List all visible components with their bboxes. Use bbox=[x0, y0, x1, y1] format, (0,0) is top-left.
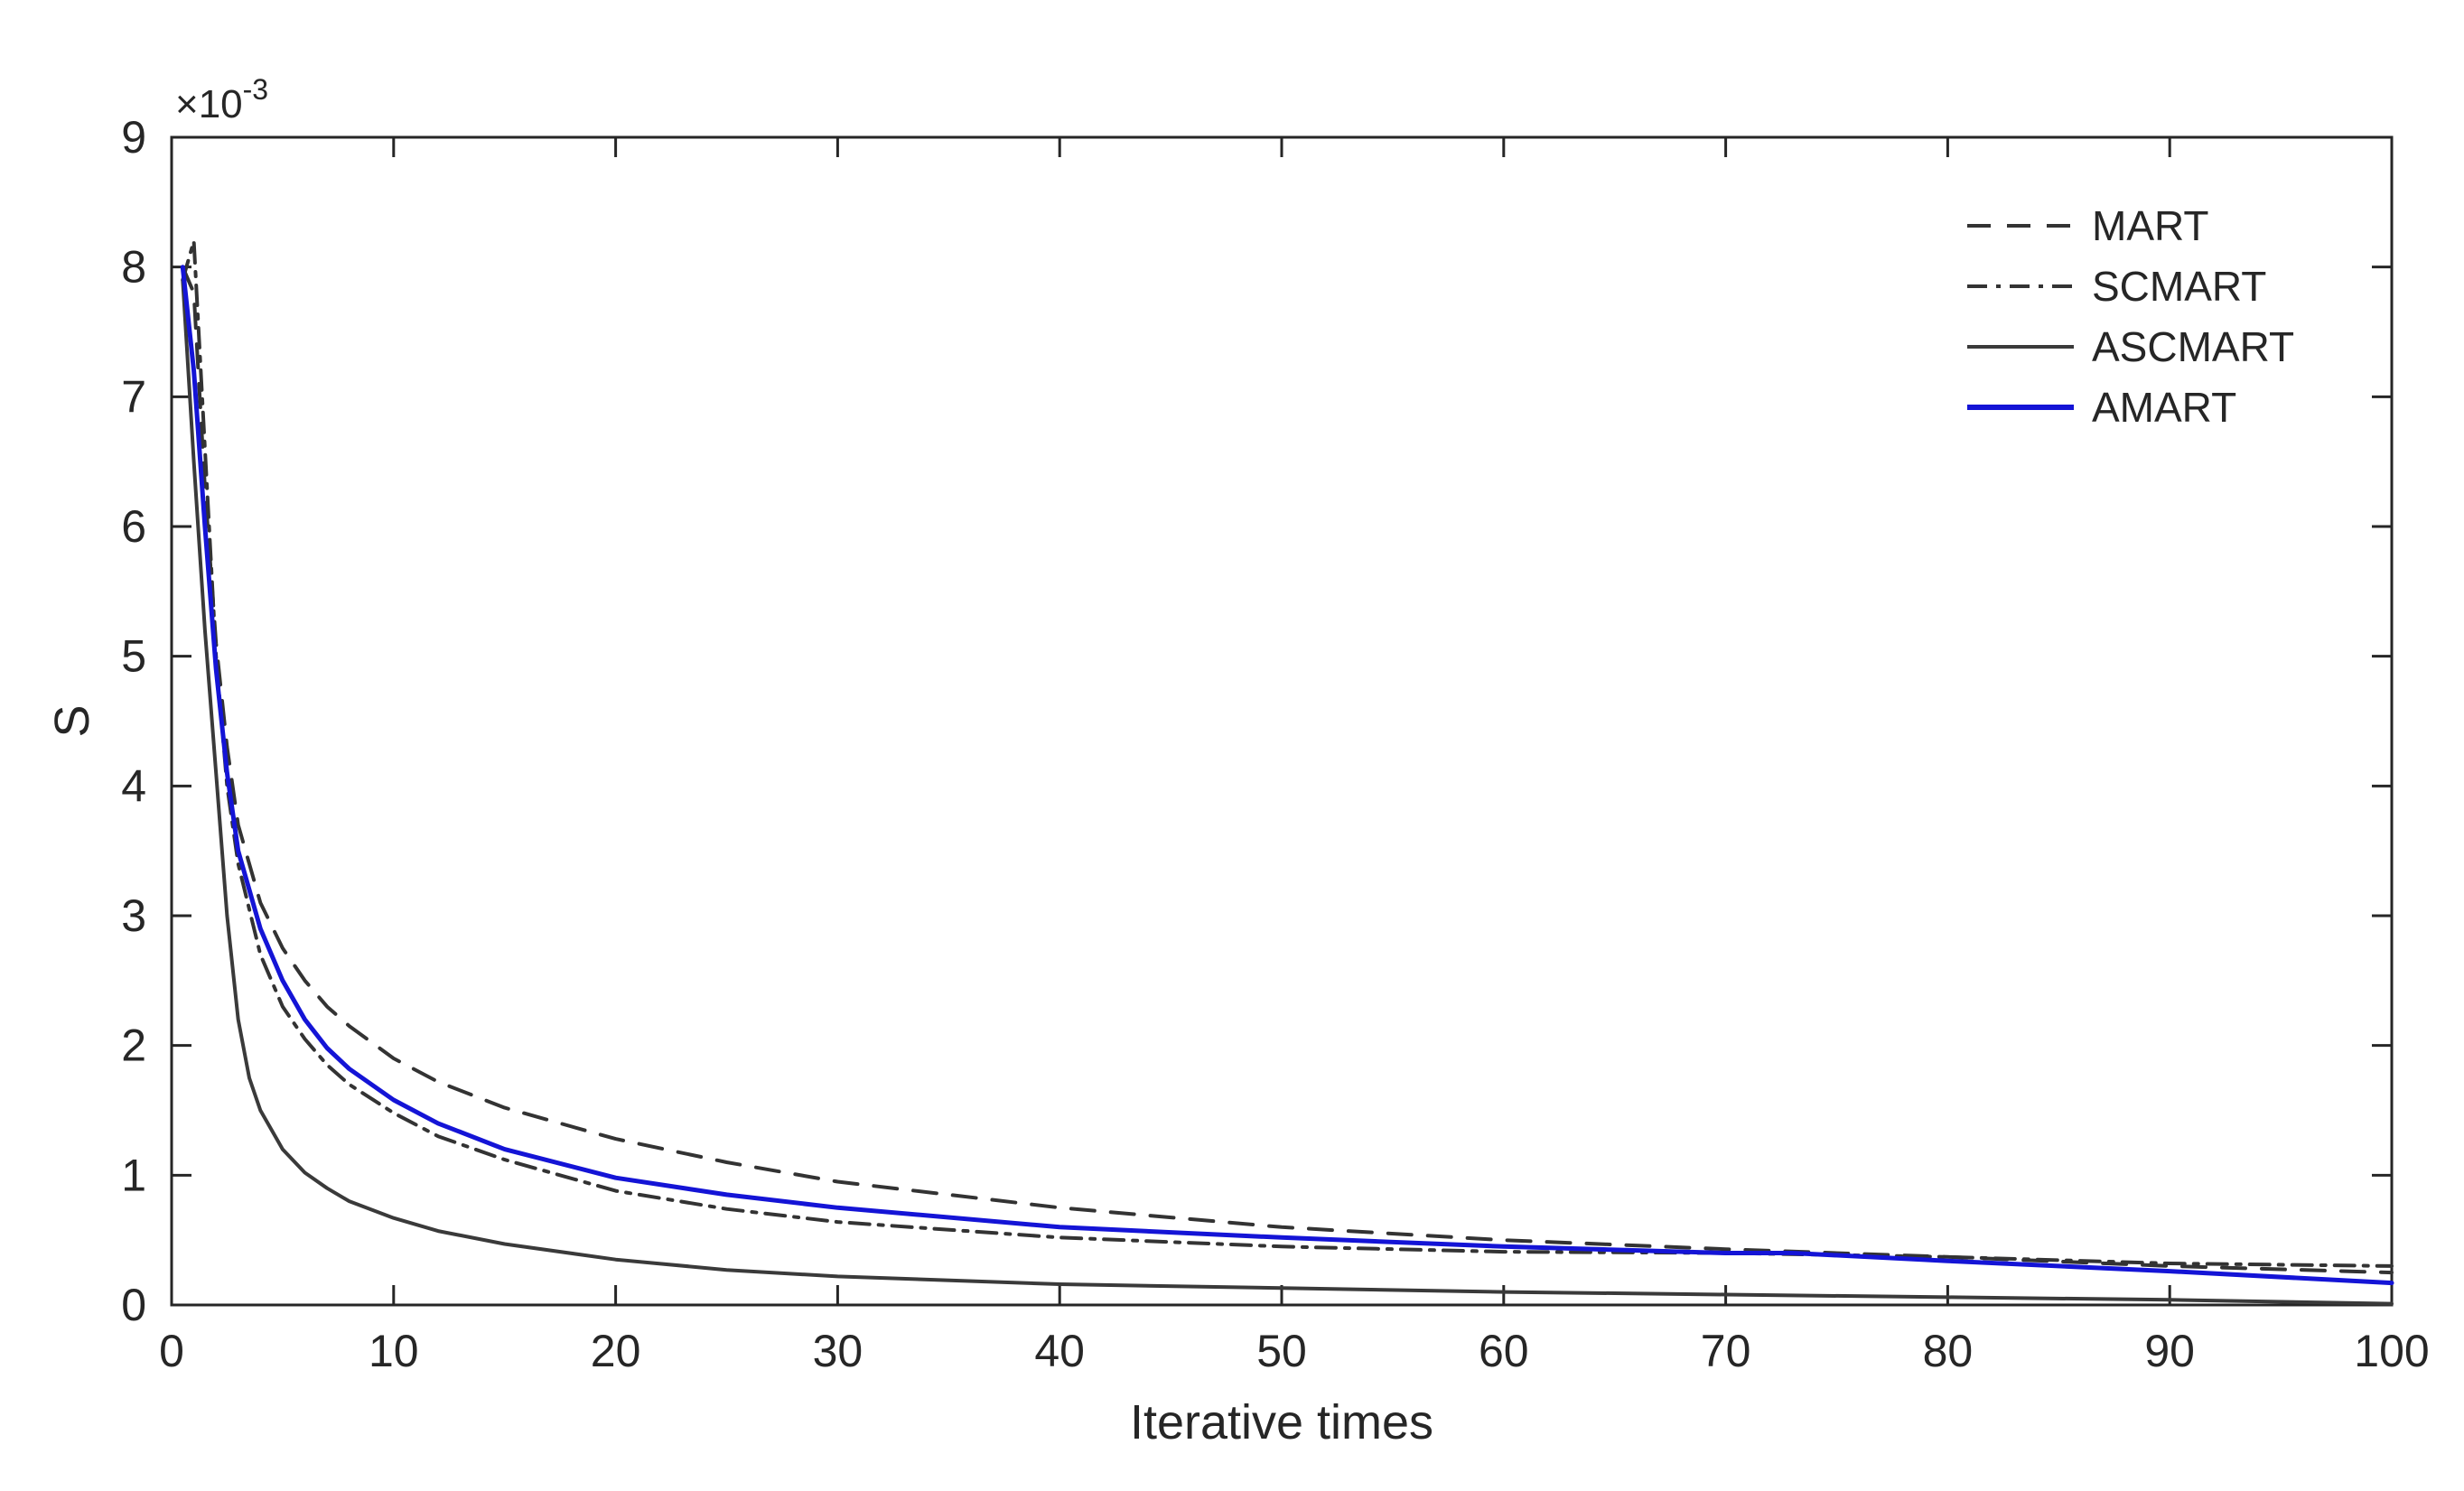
y-tick-label: 1 bbox=[121, 1150, 146, 1200]
legend-label-scmart: SCMART bbox=[2092, 263, 2266, 310]
series-line-mart bbox=[181, 265, 2394, 1275]
x-tick-label: 70 bbox=[1701, 1326, 1751, 1376]
series-layer bbox=[180, 238, 2394, 1306]
series-line-ascmart bbox=[181, 278, 2394, 1306]
y-tick-label: 5 bbox=[121, 631, 146, 682]
y-tick-label: 7 bbox=[121, 371, 146, 422]
y-tick-label: 2 bbox=[121, 1020, 146, 1071]
x-tick-label: 80 bbox=[1923, 1326, 1974, 1376]
x-tick-label: 0 bbox=[159, 1326, 184, 1376]
series-line-amart bbox=[180, 265, 2394, 1286]
y-tick-label: 4 bbox=[121, 760, 146, 811]
x-axis-label: Iterative times bbox=[1130, 1395, 1433, 1449]
y-axis-label: S bbox=[45, 704, 99, 737]
y-exponent-power: -3 bbox=[243, 73, 268, 106]
x-tick-label: 50 bbox=[1256, 1326, 1307, 1376]
x-tick-label: 90 bbox=[2144, 1326, 2195, 1376]
y-tick-label: 8 bbox=[121, 242, 146, 293]
legend-label-mart: MART bbox=[2092, 202, 2209, 249]
y-tick-label: 9 bbox=[121, 112, 146, 163]
y-tick-label: 6 bbox=[121, 501, 146, 552]
x-tick-label: 20 bbox=[591, 1326, 641, 1376]
y-tick-labels: 0 1 2 3 4 5 6 7 8 9 bbox=[121, 112, 146, 1330]
x-tick-label: 10 bbox=[369, 1326, 419, 1376]
y-exponent-label: ×10-3 bbox=[175, 73, 268, 126]
legend-label-amart: AMART bbox=[2092, 384, 2236, 431]
legend: MART SCMART ASCMART AMART bbox=[1967, 202, 2294, 431]
legend-label-ascmart: ASCMART bbox=[2092, 323, 2294, 370]
x-tick-label: 40 bbox=[1034, 1326, 1085, 1376]
x-tick-label: 60 bbox=[1479, 1326, 1529, 1376]
x-tick-labels: 0 10 20 30 40 50 60 70 80 90 100 bbox=[159, 1326, 2430, 1376]
y-tick-label: 0 bbox=[121, 1280, 146, 1330]
y-tick-label: 3 bbox=[121, 890, 146, 941]
x-tick-label: 30 bbox=[813, 1326, 863, 1376]
x-tick-label: 100 bbox=[2354, 1326, 2429, 1376]
plot-area bbox=[170, 135, 2394, 1307]
y-exponent-base: ×10 bbox=[175, 82, 243, 126]
